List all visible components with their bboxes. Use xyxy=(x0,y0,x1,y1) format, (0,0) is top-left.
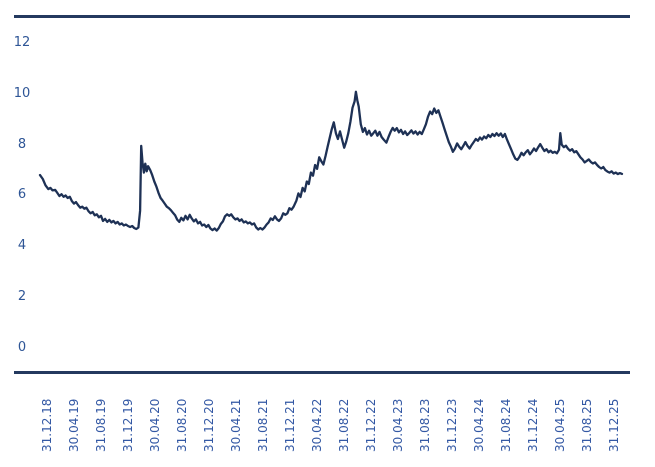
x-tick-label: 30.04.20 xyxy=(147,398,162,452)
x-tick-label: 30.04.23 xyxy=(390,398,405,452)
x-tick-label: 31.12.21 xyxy=(282,398,297,452)
y-tick-label: 0 xyxy=(17,340,27,355)
x-tick-label: 30.04.22 xyxy=(309,398,324,452)
x-tick-label: 31.12.19 xyxy=(120,398,135,452)
x-tick-label: 31.08.23 xyxy=(417,398,432,452)
x-tick-label: 31.08.25 xyxy=(579,398,594,452)
x-tick-label: 31.12.20 xyxy=(201,398,216,452)
chart-top-border xyxy=(14,15,630,18)
x-tick-label: 31.12.25 xyxy=(606,398,621,452)
x-tick-label: 31.08.22 xyxy=(336,398,351,452)
x-tick-label: 31.08.24 xyxy=(498,398,513,452)
x-tick-label: 31.12.24 xyxy=(525,398,540,452)
y-tick-label: 2 xyxy=(17,289,27,305)
x-tick-label: 31.12.18 xyxy=(39,398,54,452)
x-tick-label: 31.12.23 xyxy=(444,398,459,452)
y-tick-label: 10 xyxy=(13,85,31,101)
y-tick-label: 12 xyxy=(13,34,31,50)
x-tick-label: 30.04.25 xyxy=(552,398,567,452)
x-tick-label: 31.08.21 xyxy=(255,398,270,452)
y-tick-label: 4 xyxy=(17,238,27,254)
x-tick-label: 31.08.19 xyxy=(93,398,108,452)
x-tick-label: 30.04.24 xyxy=(471,398,486,452)
x-tick-label: 30.04.19 xyxy=(66,398,81,452)
y-tick-label: 8 xyxy=(17,136,27,152)
series-line xyxy=(38,90,624,232)
x-tick-label: 31.08.20 xyxy=(174,398,189,452)
x-tick-label: 31.12.22 xyxy=(363,398,378,452)
x-tick-label: 30.04.21 xyxy=(228,398,243,452)
y-tick-label: 6 xyxy=(17,187,27,203)
chart-bottom-border xyxy=(14,371,630,374)
